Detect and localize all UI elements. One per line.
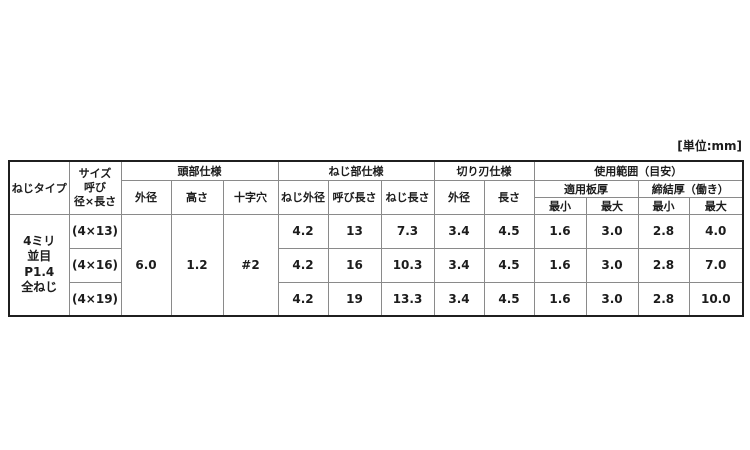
header-row-minmax: 最小 最大 最小 最大 bbox=[9, 196, 744, 215]
head-spec-group-header: 頭部仕様 bbox=[120, 160, 279, 181]
fasten-max-cell: 10.0 bbox=[688, 281, 744, 317]
head-od-cell: 6.0 bbox=[120, 213, 172, 317]
head-od-header: 外径 bbox=[120, 179, 172, 215]
thread-od-cell: 4.2 bbox=[277, 213, 329, 249]
fasten-max-cell: 7.0 bbox=[688, 247, 744, 283]
cut-length-cell: 4.5 bbox=[483, 213, 535, 249]
nominal-length-header: 呼び長さ bbox=[327, 179, 382, 215]
size-cell: (4×19) bbox=[68, 281, 122, 317]
screw-type-cell: 4ミリ 並目 P1.4 全ねじ bbox=[8, 213, 70, 317]
cut-od-cell: 3.4 bbox=[433, 281, 485, 317]
head-height-cell: 1.2 bbox=[170, 213, 224, 317]
fasten-min-cell: 2.8 bbox=[637, 213, 690, 249]
cut-od-header: 外径 bbox=[433, 179, 485, 215]
head-height-header: 高さ bbox=[170, 179, 224, 215]
cut-length-cell: 4.5 bbox=[483, 247, 535, 283]
table-row: (4×16) 4.2 16 10.3 3.4 4.5 1.6 3.0 2.8 7… bbox=[9, 247, 744, 283]
plate-thickness-subgroup-header: 適用板厚 bbox=[533, 179, 639, 198]
nominal-length-cell: 13 bbox=[327, 213, 382, 249]
plate-min-cell: 1.6 bbox=[533, 281, 587, 317]
unit-label: [単位:mm] bbox=[677, 139, 742, 153]
cutting-spec-group-header: 切り刃仕様 bbox=[433, 160, 535, 181]
plate-max-cell: 3.0 bbox=[585, 213, 639, 249]
screw-type-header: ねじタイプ bbox=[8, 160, 70, 215]
thread-length-header: ねじ長さ bbox=[380, 179, 435, 215]
spec-sheet: [単位:mm] ねじタイプ サイズ 呼び 径×長さ 頭部仕様 ねじ部仕様 切り刃… bbox=[8, 138, 745, 317]
size-cell: (4×16) bbox=[68, 247, 122, 283]
fasten-min-header: 最小 bbox=[637, 196, 690, 215]
thread-length-cell: 13.3 bbox=[380, 281, 435, 317]
usage-range-group-header: 使用範囲（目安） bbox=[533, 160, 744, 181]
plate-max-header: 最大 bbox=[585, 196, 639, 215]
plate-min-cell: 1.6 bbox=[533, 213, 587, 249]
cut-length-header: 長さ bbox=[483, 179, 535, 215]
plate-max-cell: 3.0 bbox=[585, 247, 639, 283]
screw-spec-table: ねじタイプ サイズ 呼び 径×長さ 頭部仕様 ねじ部仕様 切り刃仕様 使用範囲（… bbox=[8, 160, 745, 317]
nominal-length-cell: 16 bbox=[327, 247, 382, 283]
thread-length-cell: 7.3 bbox=[380, 213, 435, 249]
thread-od-cell: 4.2 bbox=[277, 281, 329, 317]
thread-od-cell: 4.2 bbox=[277, 247, 329, 283]
table-row: 4ミリ 並目 P1.4 全ねじ (4×13) 6.0 1.2 #2 4.2 13… bbox=[8, 213, 744, 317]
fasten-max-cell: 4.0 bbox=[688, 213, 744, 249]
cut-od-cell: 3.4 bbox=[433, 247, 485, 283]
recess-header: 十字穴 bbox=[222, 179, 279, 215]
cut-od-cell: 3.4 bbox=[433, 213, 485, 249]
thread-od-header: ねじ外径 bbox=[277, 179, 329, 215]
fasten-min-cell: 2.8 bbox=[637, 281, 690, 317]
plate-min-header: 最小 bbox=[533, 196, 587, 215]
size-header: サイズ 呼び 径×長さ bbox=[68, 160, 122, 215]
header-row-groups: ねじタイプ サイズ 呼び 径×長さ 頭部仕様 ねじ部仕様 切り刃仕様 使用範囲（… bbox=[8, 160, 744, 215]
cut-length-cell: 4.5 bbox=[483, 281, 535, 317]
table-row: (4×19) 4.2 19 13.3 3.4 4.5 1.6 3.0 2.8 1… bbox=[9, 281, 744, 317]
fasten-min-cell: 2.8 bbox=[637, 247, 690, 283]
fasten-thickness-subgroup-header: 締結厚（働き） bbox=[637, 179, 744, 198]
thread-length-cell: 10.3 bbox=[380, 247, 435, 283]
thread-spec-group-header: ねじ部仕様 bbox=[277, 160, 435, 181]
size-cell: (4×13) bbox=[68, 213, 122, 249]
recess-cell: #2 bbox=[222, 213, 279, 317]
plate-max-cell: 3.0 bbox=[585, 281, 639, 317]
plate-min-cell: 1.6 bbox=[533, 247, 587, 283]
fasten-max-header: 最大 bbox=[688, 196, 744, 215]
nominal-length-cell: 19 bbox=[327, 281, 382, 317]
